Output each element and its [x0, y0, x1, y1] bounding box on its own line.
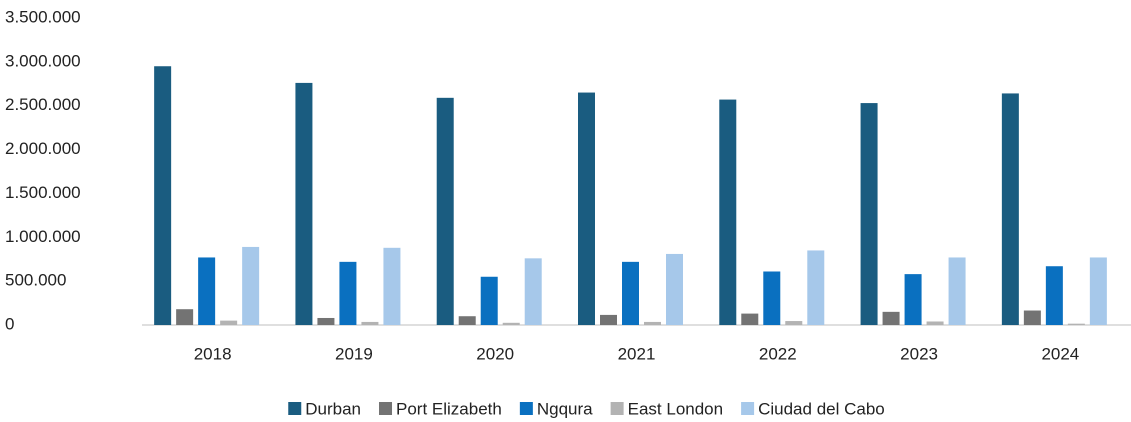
bar — [948, 257, 966, 325]
y-tick-label: 1.500.000 — [5, 183, 81, 202]
bar — [339, 261, 357, 325]
bar — [763, 271, 781, 325]
legend-label: Ciudad del Cabo — [758, 399, 885, 418]
bar — [220, 320, 238, 325]
x-tick-label: 2022 — [759, 344, 797, 363]
bar — [1067, 323, 1085, 325]
bar — [502, 322, 520, 325]
bar — [458, 316, 476, 325]
y-tick-label: 3.000.000 — [5, 51, 81, 70]
bar — [1001, 93, 1019, 325]
x-tick-label: 2023 — [900, 344, 938, 363]
x-tick-label: 2024 — [1041, 344, 1079, 363]
bar — [600, 314, 617, 325]
legend-swatch — [610, 402, 624, 415]
y-tick-label: 500.000 — [5, 271, 66, 290]
legend-label: Ngqura — [537, 399, 593, 418]
bar — [436, 97, 454, 325]
bar — [1089, 257, 1107, 325]
legend-swatch — [288, 402, 302, 415]
bar — [904, 274, 922, 325]
legend-swatch — [741, 402, 755, 415]
bar — [524, 258, 542, 325]
legend-swatch — [519, 402, 533, 415]
bar — [666, 253, 683, 325]
bar — [719, 99, 737, 326]
bar — [383, 247, 401, 325]
bar — [1045, 266, 1063, 325]
bar — [785, 321, 803, 325]
bar — [198, 257, 216, 325]
y-tick-label: 1.000.000 — [5, 227, 81, 246]
y-tick-label: 3.500.000 — [5, 7, 81, 26]
bar — [361, 321, 379, 325]
bar — [882, 311, 900, 325]
x-tick-label: 2019 — [335, 344, 373, 363]
x-tick-label: 2021 — [618, 344, 656, 363]
bar — [578, 92, 595, 325]
bar — [480, 276, 498, 325]
legend-label: Durban — [305, 399, 361, 418]
bar — [926, 321, 944, 325]
bar — [176, 309, 194, 325]
bar — [295, 82, 313, 325]
bar — [741, 313, 759, 325]
bar — [154, 66, 172, 325]
legend-label: East London — [628, 399, 723, 418]
bar — [242, 246, 260, 325]
bar — [860, 103, 878, 325]
x-tick-label: 2018 — [194, 344, 232, 363]
bar — [807, 250, 825, 325]
bar — [1023, 310, 1041, 325]
y-tick-label: 2.500.000 — [5, 95, 81, 114]
legend-label: Port Elizabeth — [396, 399, 502, 418]
y-tick-label: 0 — [5, 314, 14, 333]
legend-swatch — [379, 402, 393, 415]
bar — [644, 321, 661, 325]
bar — [622, 261, 639, 325]
y-tick-label: 2.000.000 — [5, 139, 81, 158]
bar — [317, 317, 335, 325]
x-tick-label: 2020 — [476, 344, 514, 363]
